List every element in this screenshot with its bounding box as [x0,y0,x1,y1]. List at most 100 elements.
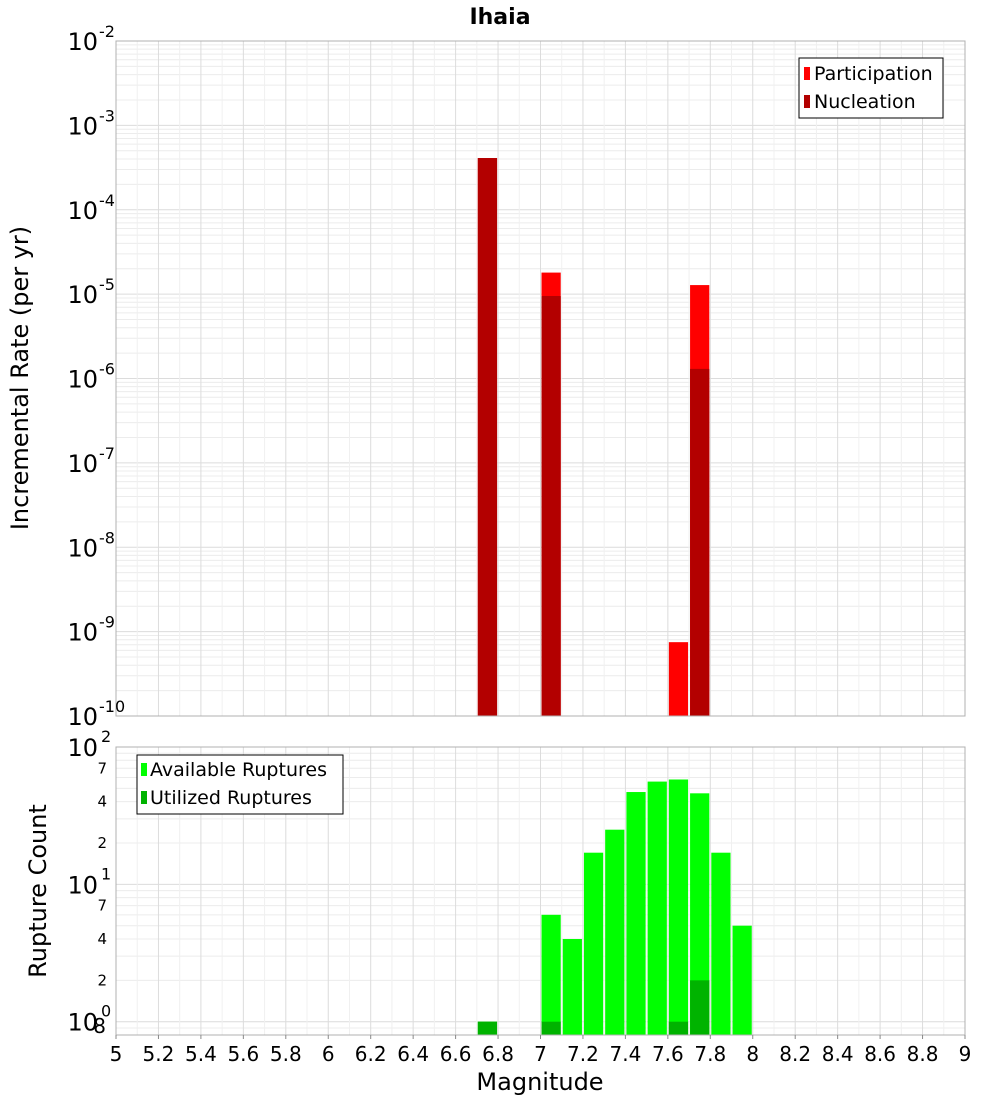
legend-label: Utilized Ruptures [150,787,312,809]
bottom-legend: Available Ruptures Utilized Ruptures [136,754,344,815]
x-tick-label: 8.8 [907,1042,939,1066]
top-y-tick-label: 10 -10 [67,697,125,731]
bottom-y-minor-tick-label: 7 [97,897,107,915]
legend-swatch [141,763,147,776]
y-tick-exponent: -6 [99,360,115,379]
x-tick-label: 5.6 [227,1042,259,1066]
legend-swatch [141,791,147,804]
y-tick-base: 10 [67,112,98,140]
x-tick-label: 5.4 [185,1042,217,1066]
top-plot-border [115,40,966,717]
y-tick-exponent: -2 [99,22,115,41]
y-tick-base: 10 [67,534,98,562]
x-tick-label: 7.6 [652,1042,684,1066]
y-tick-base: 10 [67,281,98,309]
available-ruptures-bar [690,793,710,1035]
x-tick-label: 8.4 [822,1042,854,1066]
legend-swatch [804,67,810,80]
bottom-y-minor-tick-label: 4 [97,930,107,948]
x-tick-label: 6.6 [440,1042,472,1066]
legend-swatch [804,95,810,108]
top-y-tick-label: 10 -4 [67,191,115,225]
chart-title: Ihaia [469,5,530,30]
y-tick-base: 10 [67,28,98,56]
top-legend-box [798,57,944,119]
y-tick-base: 10 [67,197,98,225]
x-tick-label: 7.4 [609,1042,641,1066]
x-tick-label: 6 [322,1042,335,1066]
y-tick-exponent: -7 [99,444,115,463]
legend-label: Nucleation [814,91,916,113]
available-ruptures-bar [605,829,625,1035]
available-ruptures-bar [732,925,752,1035]
legend-label: Participation [814,63,933,85]
bottom-y-tick-label: 10 1 [67,864,111,899]
x-tick-label: 7.2 [567,1042,599,1066]
top-y-tick-label: 10 -7 [67,444,115,478]
x-tick-label: 7 [534,1042,547,1066]
available-ruptures-bar [583,852,604,1035]
bottom-y-minor-tick-label: 8 [93,1014,106,1038]
y-tick-base: 10 [67,1009,98,1037]
top-y-tick-label: 10 -3 [67,106,115,140]
x-tick-label: 5.2 [143,1042,175,1066]
bottom-y-tick-label: 10 2 [67,727,111,762]
y-tick-exponent: -5 [99,275,115,294]
x-axis-title: Magnitude [476,1068,603,1096]
utilized-ruptures-bar [477,1021,498,1035]
available-ruptures-bar [562,939,582,1035]
bottom-y-minor-tick-label: 7 [97,759,107,777]
bottom-y-minor-tick-label: 4 [97,793,107,811]
available-ruptures-bar [711,852,731,1035]
utilized-ruptures-bar [541,1021,561,1035]
y-tick-base: 10 [67,871,98,899]
bottom-y-axis-title: Rupture Count [24,804,52,978]
nucleation-bar [541,296,561,716]
x-tick-label: 7.8 [694,1042,726,1066]
x-tick-label: 8 [746,1042,759,1066]
x-tick-label: 8.6 [864,1042,896,1066]
top-y-tick-label: 10 -6 [67,360,115,394]
x-tick-label: 6.8 [482,1042,514,1066]
top-y-tick-label: 10 -2 [67,22,115,56]
top-y-tick-label: 10 -9 [67,613,115,647]
available-ruptures-bar [668,779,689,1035]
x-tick-label: 5 [110,1042,123,1066]
y-tick-base: 10 [67,366,98,394]
nucleation-bar [477,158,498,716]
top-y-tick-label: 10 -5 [67,275,115,309]
legend-label: Available Ruptures [150,759,327,781]
y-tick-exponent: 0 [101,1002,111,1021]
top-y-tick-label: 10 -8 [67,528,115,562]
y-tick-exponent: -3 [99,106,115,125]
y-tick-exponent: 2 [101,727,111,746]
available-ruptures-bar [626,792,646,1035]
top-y-axis-title: Incremental Rate (per yr) [6,226,34,530]
bottom-legend-box [136,754,344,815]
x-tick-label: 5.8 [270,1042,302,1066]
bottom-y-tick-label: 10 0 [67,1002,111,1037]
y-tick-base: 10 [67,450,98,478]
y-tick-exponent: -4 [99,191,115,210]
top-legend: Participation Nucleation [798,57,944,119]
bottom-y-minor-tick-label: 2 [97,834,107,852]
x-tick-label: 6.4 [397,1042,429,1066]
y-tick-base: 10 [67,703,98,731]
x-tick-label: 9 [959,1042,972,1066]
participation-bar [668,642,689,716]
y-tick-exponent: 1 [101,864,111,883]
nucleation-bar [690,368,710,716]
y-tick-exponent: -8 [99,528,115,547]
available-ruptures-bar [647,781,667,1035]
y-tick-base: 10 [67,619,98,647]
x-tick-label: 6.2 [355,1042,387,1066]
utilized-ruptures-bar [690,980,710,1035]
available-ruptures-bar [541,914,561,1035]
utilized-ruptures-bar [668,1021,689,1035]
x-tick-label: 8.2 [779,1042,811,1066]
y-tick-base: 10 [67,734,98,762]
bottom-y-minor-tick-label: 2 [97,971,107,989]
